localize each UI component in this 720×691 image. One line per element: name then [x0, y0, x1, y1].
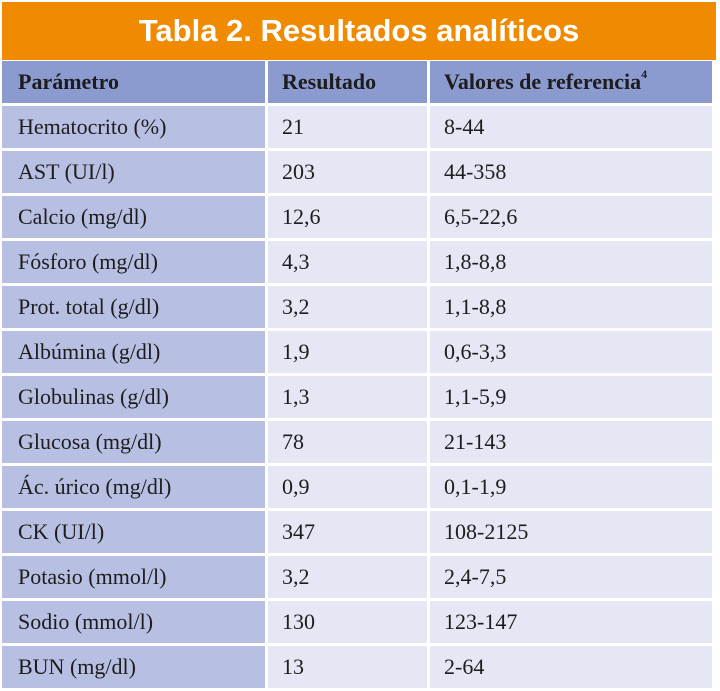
cell-referencia: 1,1-5,9: [430, 376, 712, 418]
cell-parametro: Prot. total (g/dl): [2, 286, 265, 328]
cell-parametro: Glucosa (mg/dl): [2, 421, 265, 463]
cell-resultado: 203: [268, 151, 427, 193]
table-row: Hematocrito (%) 21 8-44: [2, 106, 712, 148]
cell-parametro: AST (UI/l): [2, 151, 265, 193]
cell-parametro: Globulinas (g/dl): [2, 376, 265, 418]
cell-referencia: 108-2125: [430, 511, 712, 553]
cell-referencia: 0,1-1,9: [430, 466, 712, 508]
cell-parametro: Albúmina (g/dl): [2, 331, 265, 373]
cell-resultado: 4,3: [268, 241, 427, 283]
cell-referencia: 2,4-7,5: [430, 556, 712, 598]
cell-parametro: CK (UI/l): [2, 511, 265, 553]
cell-parametro: Ác. úrico (mg/dl): [2, 466, 265, 508]
header-referencia: Valores de referencia4: [430, 61, 712, 103]
cell-resultado: 3,2: [268, 286, 427, 328]
cell-referencia: 0,6-3,3: [430, 331, 712, 373]
cell-parametro: Sodio (mmol/l): [2, 601, 265, 643]
cell-parametro: Fósforo (mg/dl): [2, 241, 265, 283]
cell-resultado: 3,2: [268, 556, 427, 598]
cell-parametro: Calcio (mg/dl): [2, 196, 265, 238]
cell-resultado: 13: [268, 646, 427, 688]
cell-referencia: 44-358: [430, 151, 712, 193]
header-referencia-label: Valores de referencia: [444, 69, 642, 94]
table-title: Tabla 2. Resultados analíticos: [138, 13, 580, 48]
table-row: Prot. total (g/dl) 3,2 1,1-8,8: [2, 286, 712, 328]
table-row: Fósforo (mg/dl) 4,3 1,8-8,8: [2, 241, 712, 283]
table-row: Globulinas (g/dl) 1,3 1,1-5,9: [2, 376, 712, 418]
table-row: Potasio (mmol/l) 3,2 2,4-7,5: [2, 556, 712, 598]
results-table: Parámetro Resultado Valores de referenci…: [0, 58, 715, 691]
table-row: AST (UI/l) 203 44-358: [2, 151, 712, 193]
cell-referencia: 1,1-8,8: [430, 286, 712, 328]
cell-parametro: Hematocrito (%): [2, 106, 265, 148]
table-row: Albúmina (g/dl) 1,9 0,6-3,3: [2, 331, 712, 373]
table-row: BUN (mg/dl) 13 2-64: [2, 646, 712, 688]
table-title-bar: Tabla 2. Resultados analíticos: [2, 2, 716, 60]
table-row: Sodio (mmol/l) 130 123-147: [2, 601, 712, 643]
cell-referencia: 2-64: [430, 646, 712, 688]
cell-resultado: 21: [268, 106, 427, 148]
cell-resultado: 1,3: [268, 376, 427, 418]
cell-resultado: 78: [268, 421, 427, 463]
header-parametro: Parámetro: [2, 61, 265, 103]
header-resultado: Resultado: [268, 61, 427, 103]
cell-referencia: 6,5-22,6: [430, 196, 712, 238]
cell-resultado: 0,9: [268, 466, 427, 508]
table-row: Ác. úrico (mg/dl) 0,9 0,1-1,9: [2, 466, 712, 508]
cell-resultado: 1,9: [268, 331, 427, 373]
table-row: Glucosa (mg/dl) 78 21-143: [2, 421, 712, 463]
footnote-ref: 4: [641, 67, 648, 81]
cell-resultado: 12,6: [268, 196, 427, 238]
cell-referencia: 8-44: [430, 106, 712, 148]
header-row: Parámetro Resultado Valores de referenci…: [2, 61, 712, 103]
table-row: Calcio (mg/dl) 12,6 6,5-22,6: [2, 196, 712, 238]
cell-parametro: Potasio (mmol/l): [2, 556, 265, 598]
cell-referencia: 123-147: [430, 601, 712, 643]
table-row: CK (UI/l) 347 108-2125: [2, 511, 712, 553]
cell-referencia: 1,8-8,8: [430, 241, 712, 283]
cell-parametro: BUN (mg/dl): [2, 646, 265, 688]
cell-referencia: 21-143: [430, 421, 712, 463]
cell-resultado: 347: [268, 511, 427, 553]
cell-resultado: 130: [268, 601, 427, 643]
